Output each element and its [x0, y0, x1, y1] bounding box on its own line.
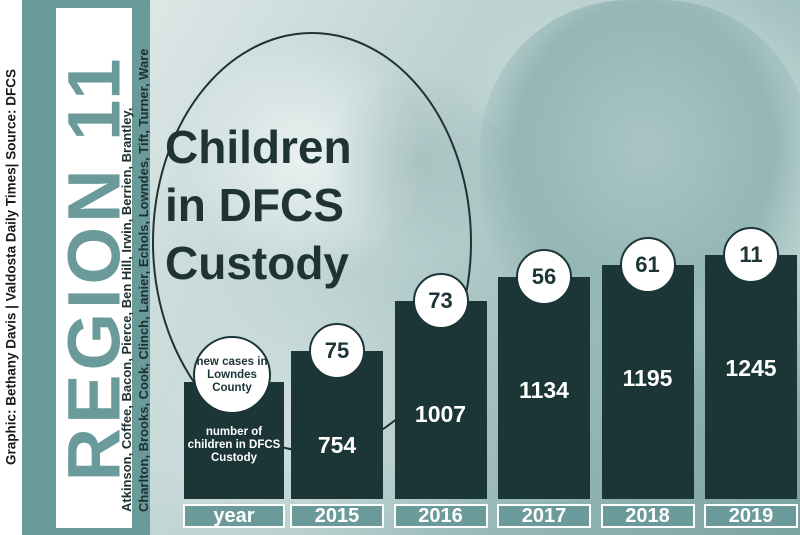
- year-label-2018: 2018: [600, 504, 695, 528]
- new-cases-circle-2016: 73: [412, 273, 469, 330]
- credit-text: Graphic: Bethany Davis | Valdosta Daily …: [3, 69, 19, 465]
- credit-strip: Graphic: Bethany Davis | Valdosta Daily …: [0, 0, 22, 535]
- title-line-1: Children: [165, 121, 352, 173]
- title-line-3: Custody: [165, 237, 349, 289]
- bar-value-label: 1195: [622, 364, 673, 391]
- legend-circle-text: new cases in Lowndes County: [196, 355, 268, 394]
- new-cases-circle-2015: 75: [309, 322, 365, 379]
- year-label-2016: 2016: [393, 504, 488, 528]
- bar-2016: [394, 301, 487, 499]
- region-box: REGION 11: [56, 8, 132, 528]
- counties-line-1: Atkinson, Coffee, Bacon, Pierce, Ben Hil…: [119, 107, 134, 512]
- year-label-2017: 2017: [497, 504, 591, 528]
- bar-value-label: 1134: [519, 376, 569, 403]
- new-cases-circle-2019: 11: [723, 227, 779, 283]
- bar-2018: [601, 264, 694, 499]
- chart-title: Children in DFCS Custody: [165, 118, 352, 292]
- legend-bar-text: number of children in DFCS Custody: [187, 426, 281, 464]
- bar-2017: [498, 276, 590, 499]
- new-cases-circle-2017: 56: [516, 248, 572, 305]
- year-label-2019: 2019: [704, 504, 798, 528]
- new-cases-circle-2018: 61: [619, 236, 676, 293]
- bar-value-label: 1007: [414, 401, 467, 428]
- title-line-2: in DFCS: [165, 179, 344, 231]
- legend-year-tab: year: [183, 504, 285, 528]
- region-panel: REGION 11: [22, 0, 150, 535]
- legend-circle: new cases in Lowndes County: [193, 336, 271, 414]
- counties-line-2: Charlton, Brooks, Cook, Clinch, Lanier, …: [136, 48, 151, 513]
- counties-list: Atkinson, Coffee, Bacon, Pierce, Ben Hil…: [118, 0, 152, 535]
- bar-2019: [705, 255, 797, 499]
- bar-value-label: 1245: [725, 355, 777, 381]
- year-label-2015: 2015: [290, 504, 384, 528]
- bar-value-label: 754: [317, 432, 357, 459]
